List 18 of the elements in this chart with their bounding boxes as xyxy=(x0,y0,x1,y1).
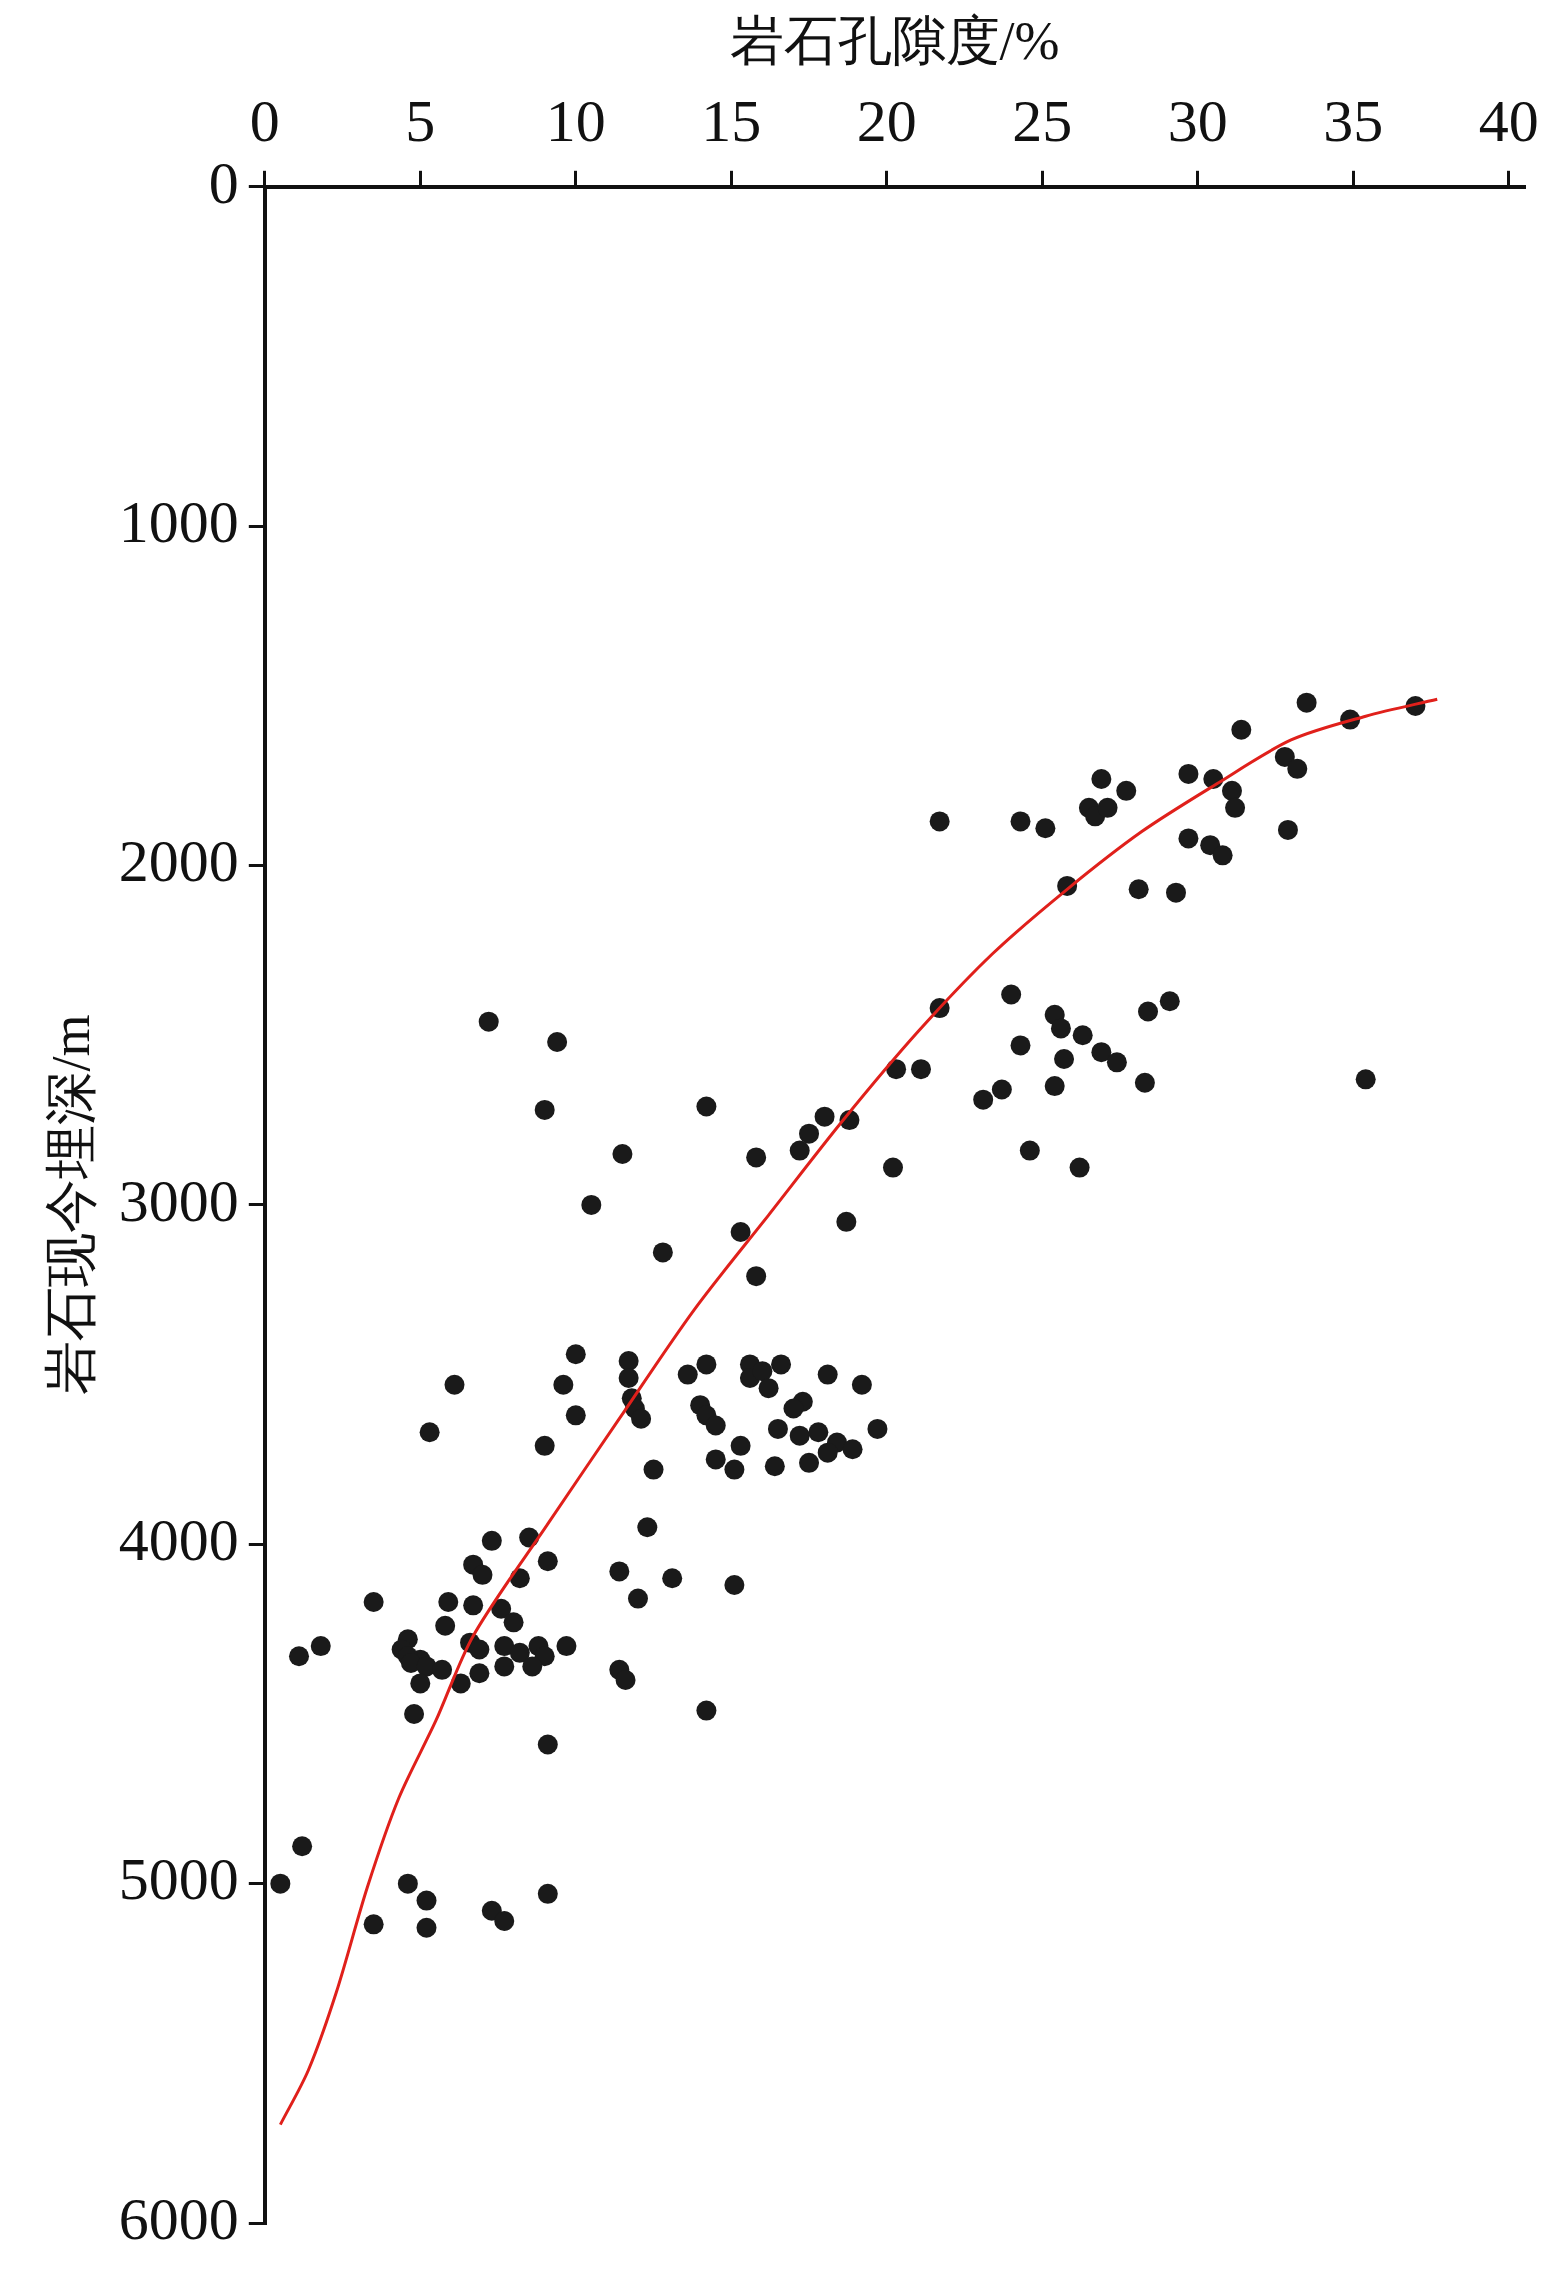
x-tick-label: 0 xyxy=(249,87,280,154)
y-tick-label: 6000 xyxy=(118,2185,239,2252)
y-tick-label: 0 xyxy=(208,149,239,216)
x-tick-label: 35 xyxy=(1323,87,1384,154)
x-tick-label: 40 xyxy=(1478,87,1539,154)
y-tick-label: 2000 xyxy=(118,828,239,895)
y-tick-label: 5000 xyxy=(118,1846,239,1913)
x-tick-label: 20 xyxy=(856,87,917,154)
x-tick-label: 30 xyxy=(1167,87,1228,154)
x-tick-label: 15 xyxy=(701,87,762,154)
x-tick-label: 10 xyxy=(545,87,606,154)
x-tick-label: 25 xyxy=(1012,87,1073,154)
y-tick-label: 3000 xyxy=(118,1167,239,1234)
x-axis-title: 岩石孔隙度/% xyxy=(729,10,1060,71)
x-tick-label: 5 xyxy=(405,87,436,154)
y-tick-label: 4000 xyxy=(118,1507,239,1574)
y-tick-label: 1000 xyxy=(118,488,239,555)
y-axis-title: 岩石现今埋深/m xyxy=(40,1014,101,1396)
